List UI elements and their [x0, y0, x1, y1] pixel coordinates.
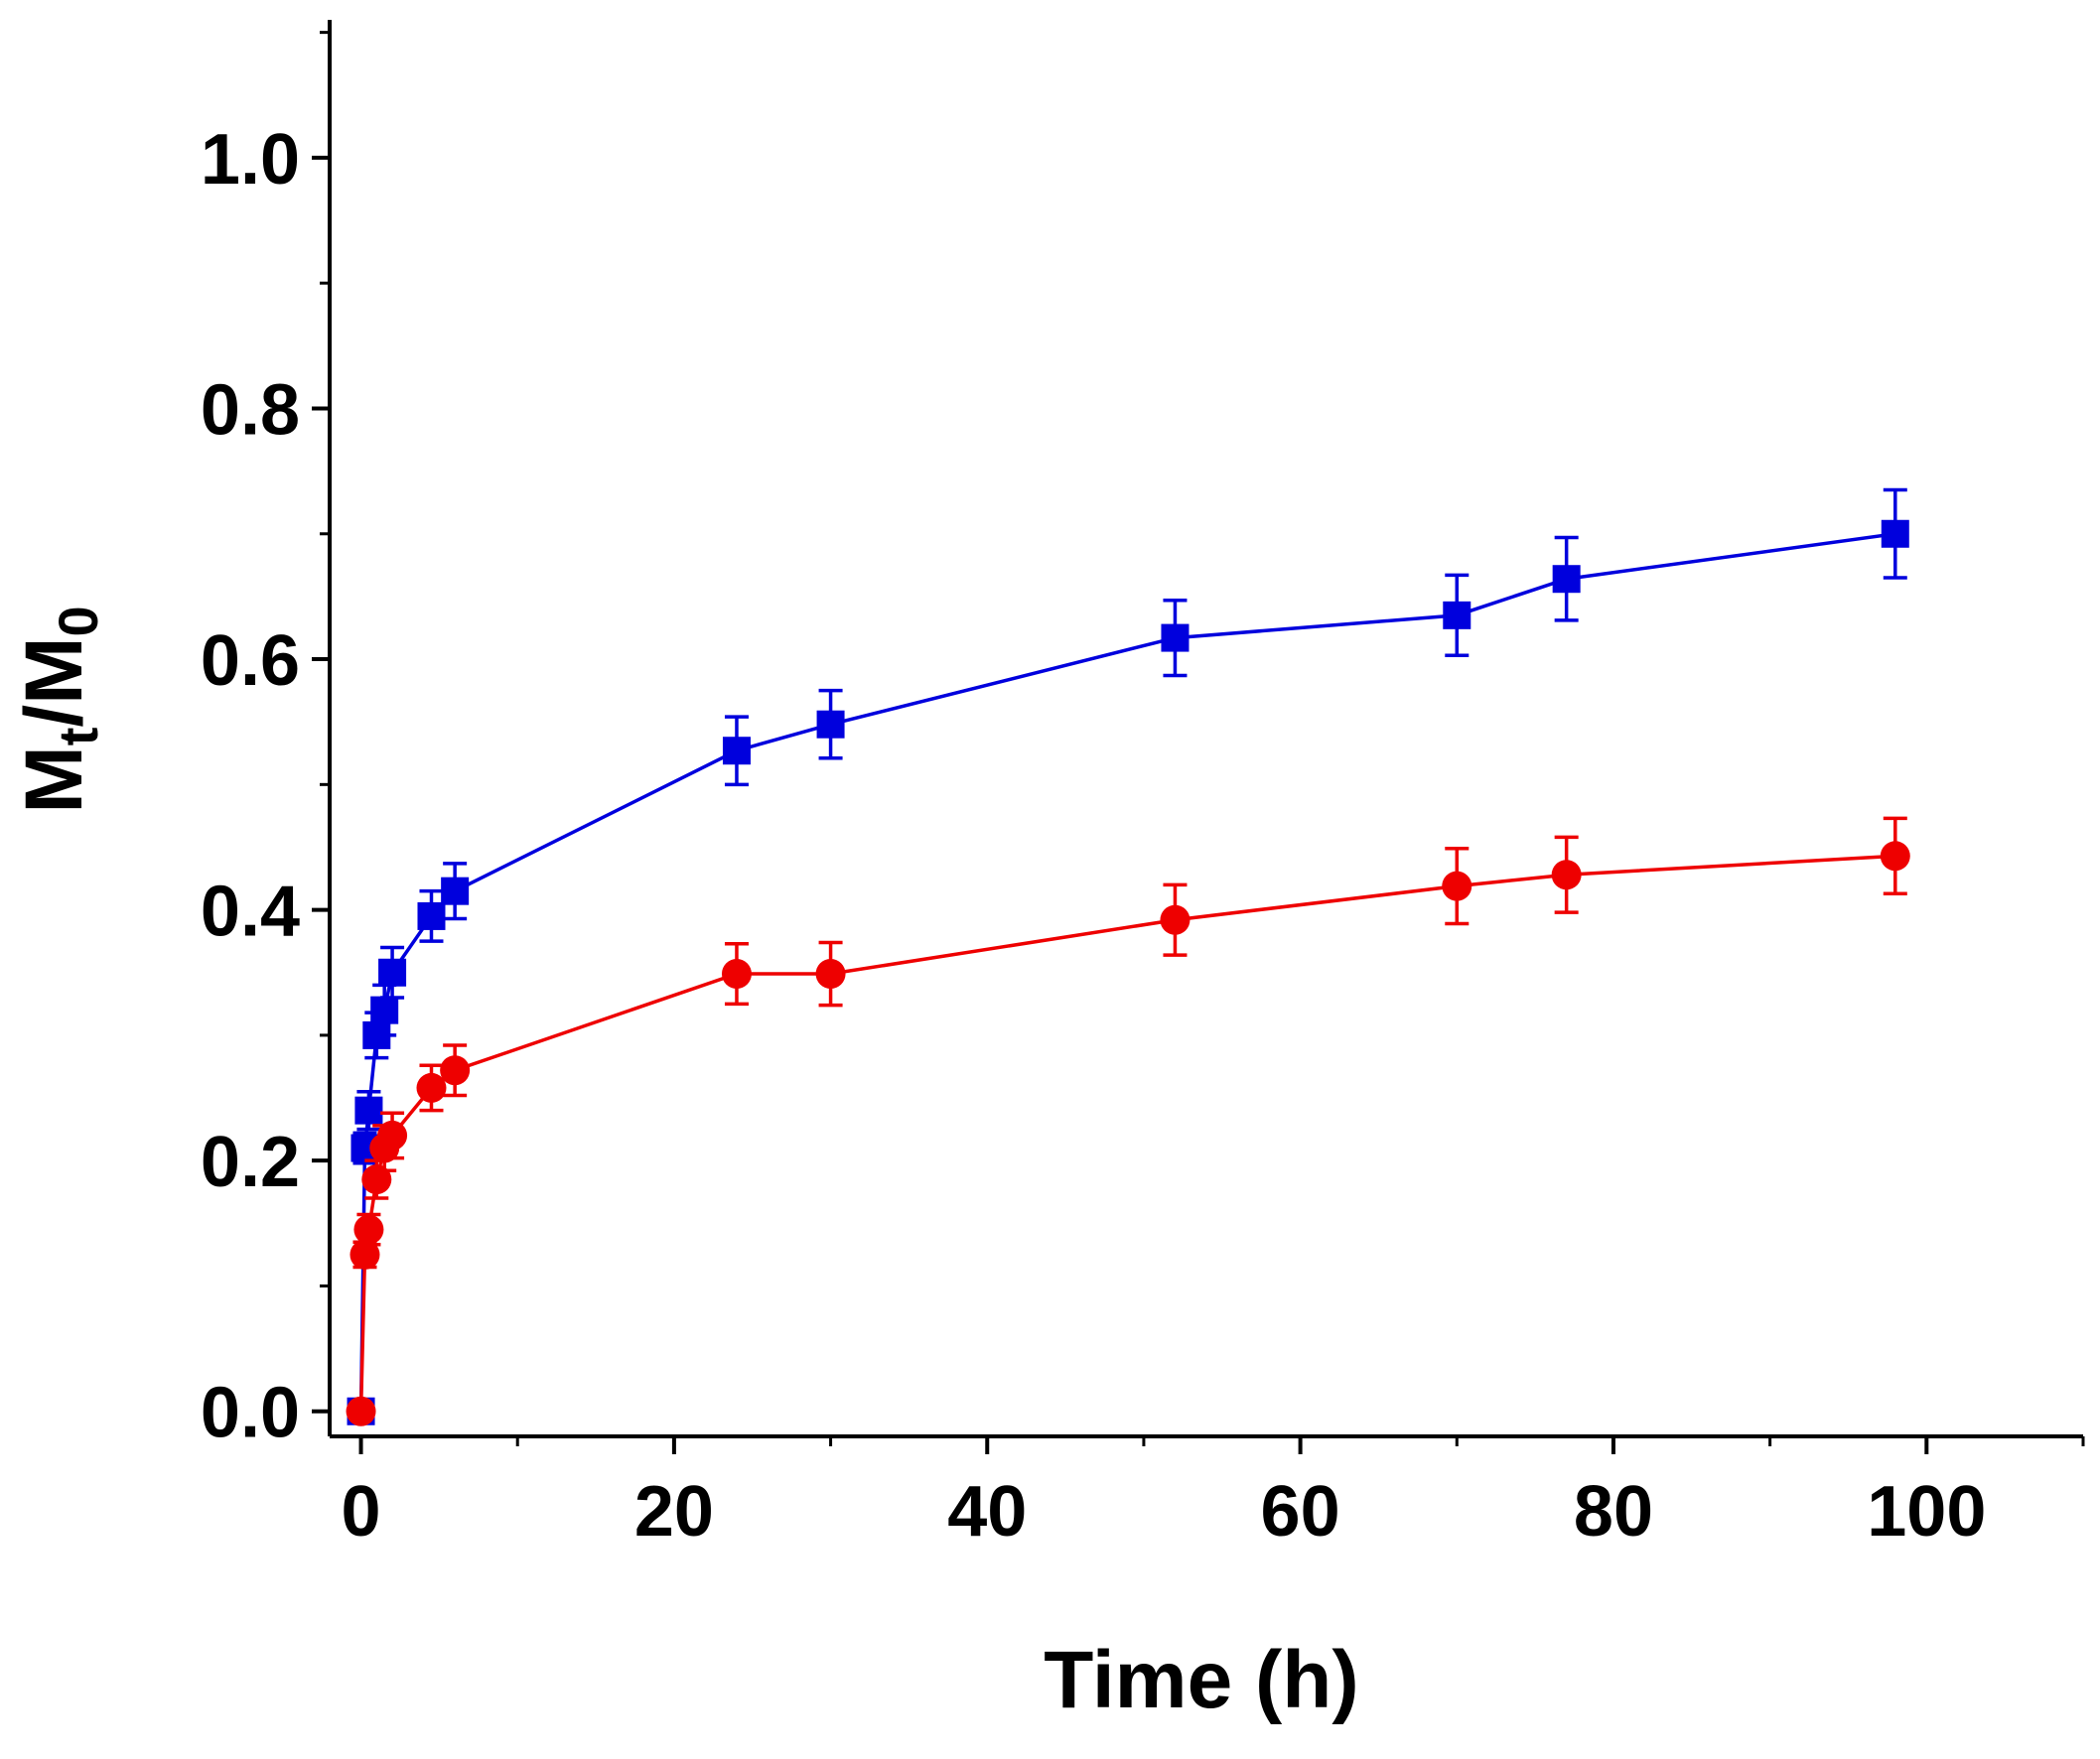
axis-labels: Time (h) Mt/M0 — [9, 606, 1359, 1725]
data-point-square — [370, 996, 399, 1024]
y-axis-title-sub-t: t — [47, 728, 109, 746]
data-point-circle — [721, 959, 752, 990]
y-tick-label: 0.8 — [201, 370, 300, 450]
data-point-square — [1443, 601, 1471, 629]
x-tick-label: 80 — [1574, 1472, 1653, 1552]
series-2 — [346, 816, 1910, 1426]
y-axis-title-sub-0: 0 — [47, 606, 109, 636]
data-point-circle — [416, 1072, 447, 1103]
data-point-square — [354, 1096, 383, 1125]
data-point-square — [1881, 519, 1909, 548]
data-point-circle — [1442, 871, 1472, 901]
y-axis-title-m0: M — [9, 637, 99, 705]
data-point-circle — [815, 959, 846, 990]
x-tick-label: 60 — [1261, 1472, 1340, 1552]
series-line — [358, 532, 1896, 1412]
data-point-circle — [1160, 904, 1190, 935]
y-tick-label: 0.2 — [201, 1123, 300, 1202]
data-point-circle — [1880, 841, 1910, 872]
data-point-circle — [377, 1120, 408, 1150]
series-layer — [346, 487, 1910, 1426]
x-tick-label: 20 — [634, 1472, 714, 1552]
data-point-circle — [353, 1214, 384, 1245]
data-point-circle — [346, 1396, 376, 1426]
data-point-circle — [1551, 860, 1582, 890]
data-point-square — [441, 877, 470, 905]
y-axis-title-m: M — [9, 745, 99, 813]
x-axis-title: Time (h) — [1044, 1635, 1358, 1725]
y-tick-label: 0.0 — [201, 1374, 300, 1453]
y-tick-label: 1.0 — [201, 120, 300, 200]
y-axis-title: Mt/M0 — [9, 606, 109, 813]
data-point-square — [722, 737, 751, 765]
y-axis-title-slash: / — [9, 705, 99, 728]
data-point-square — [816, 710, 845, 739]
data-point-circle — [350, 1239, 380, 1270]
x-tick-label: 40 — [947, 1472, 1027, 1552]
x-tick-label: 0 — [342, 1472, 381, 1552]
y-tick-label: 0.4 — [201, 873, 300, 952]
data-point-square — [1161, 623, 1190, 652]
data-point-square — [1552, 565, 1581, 594]
series-line — [358, 854, 1895, 1412]
series-1 — [347, 487, 1909, 1425]
axes: 0 20 40 60 80 100 0.0 0.2 0.4 0.6 0.8 1.0 — [201, 20, 2085, 1552]
x-tick-label: 100 — [1867, 1472, 1986, 1552]
data-point-square — [417, 901, 446, 930]
data-point-square — [378, 958, 407, 987]
data-point-circle — [440, 1055, 471, 1086]
y-tick-label: 0.6 — [201, 621, 300, 701]
